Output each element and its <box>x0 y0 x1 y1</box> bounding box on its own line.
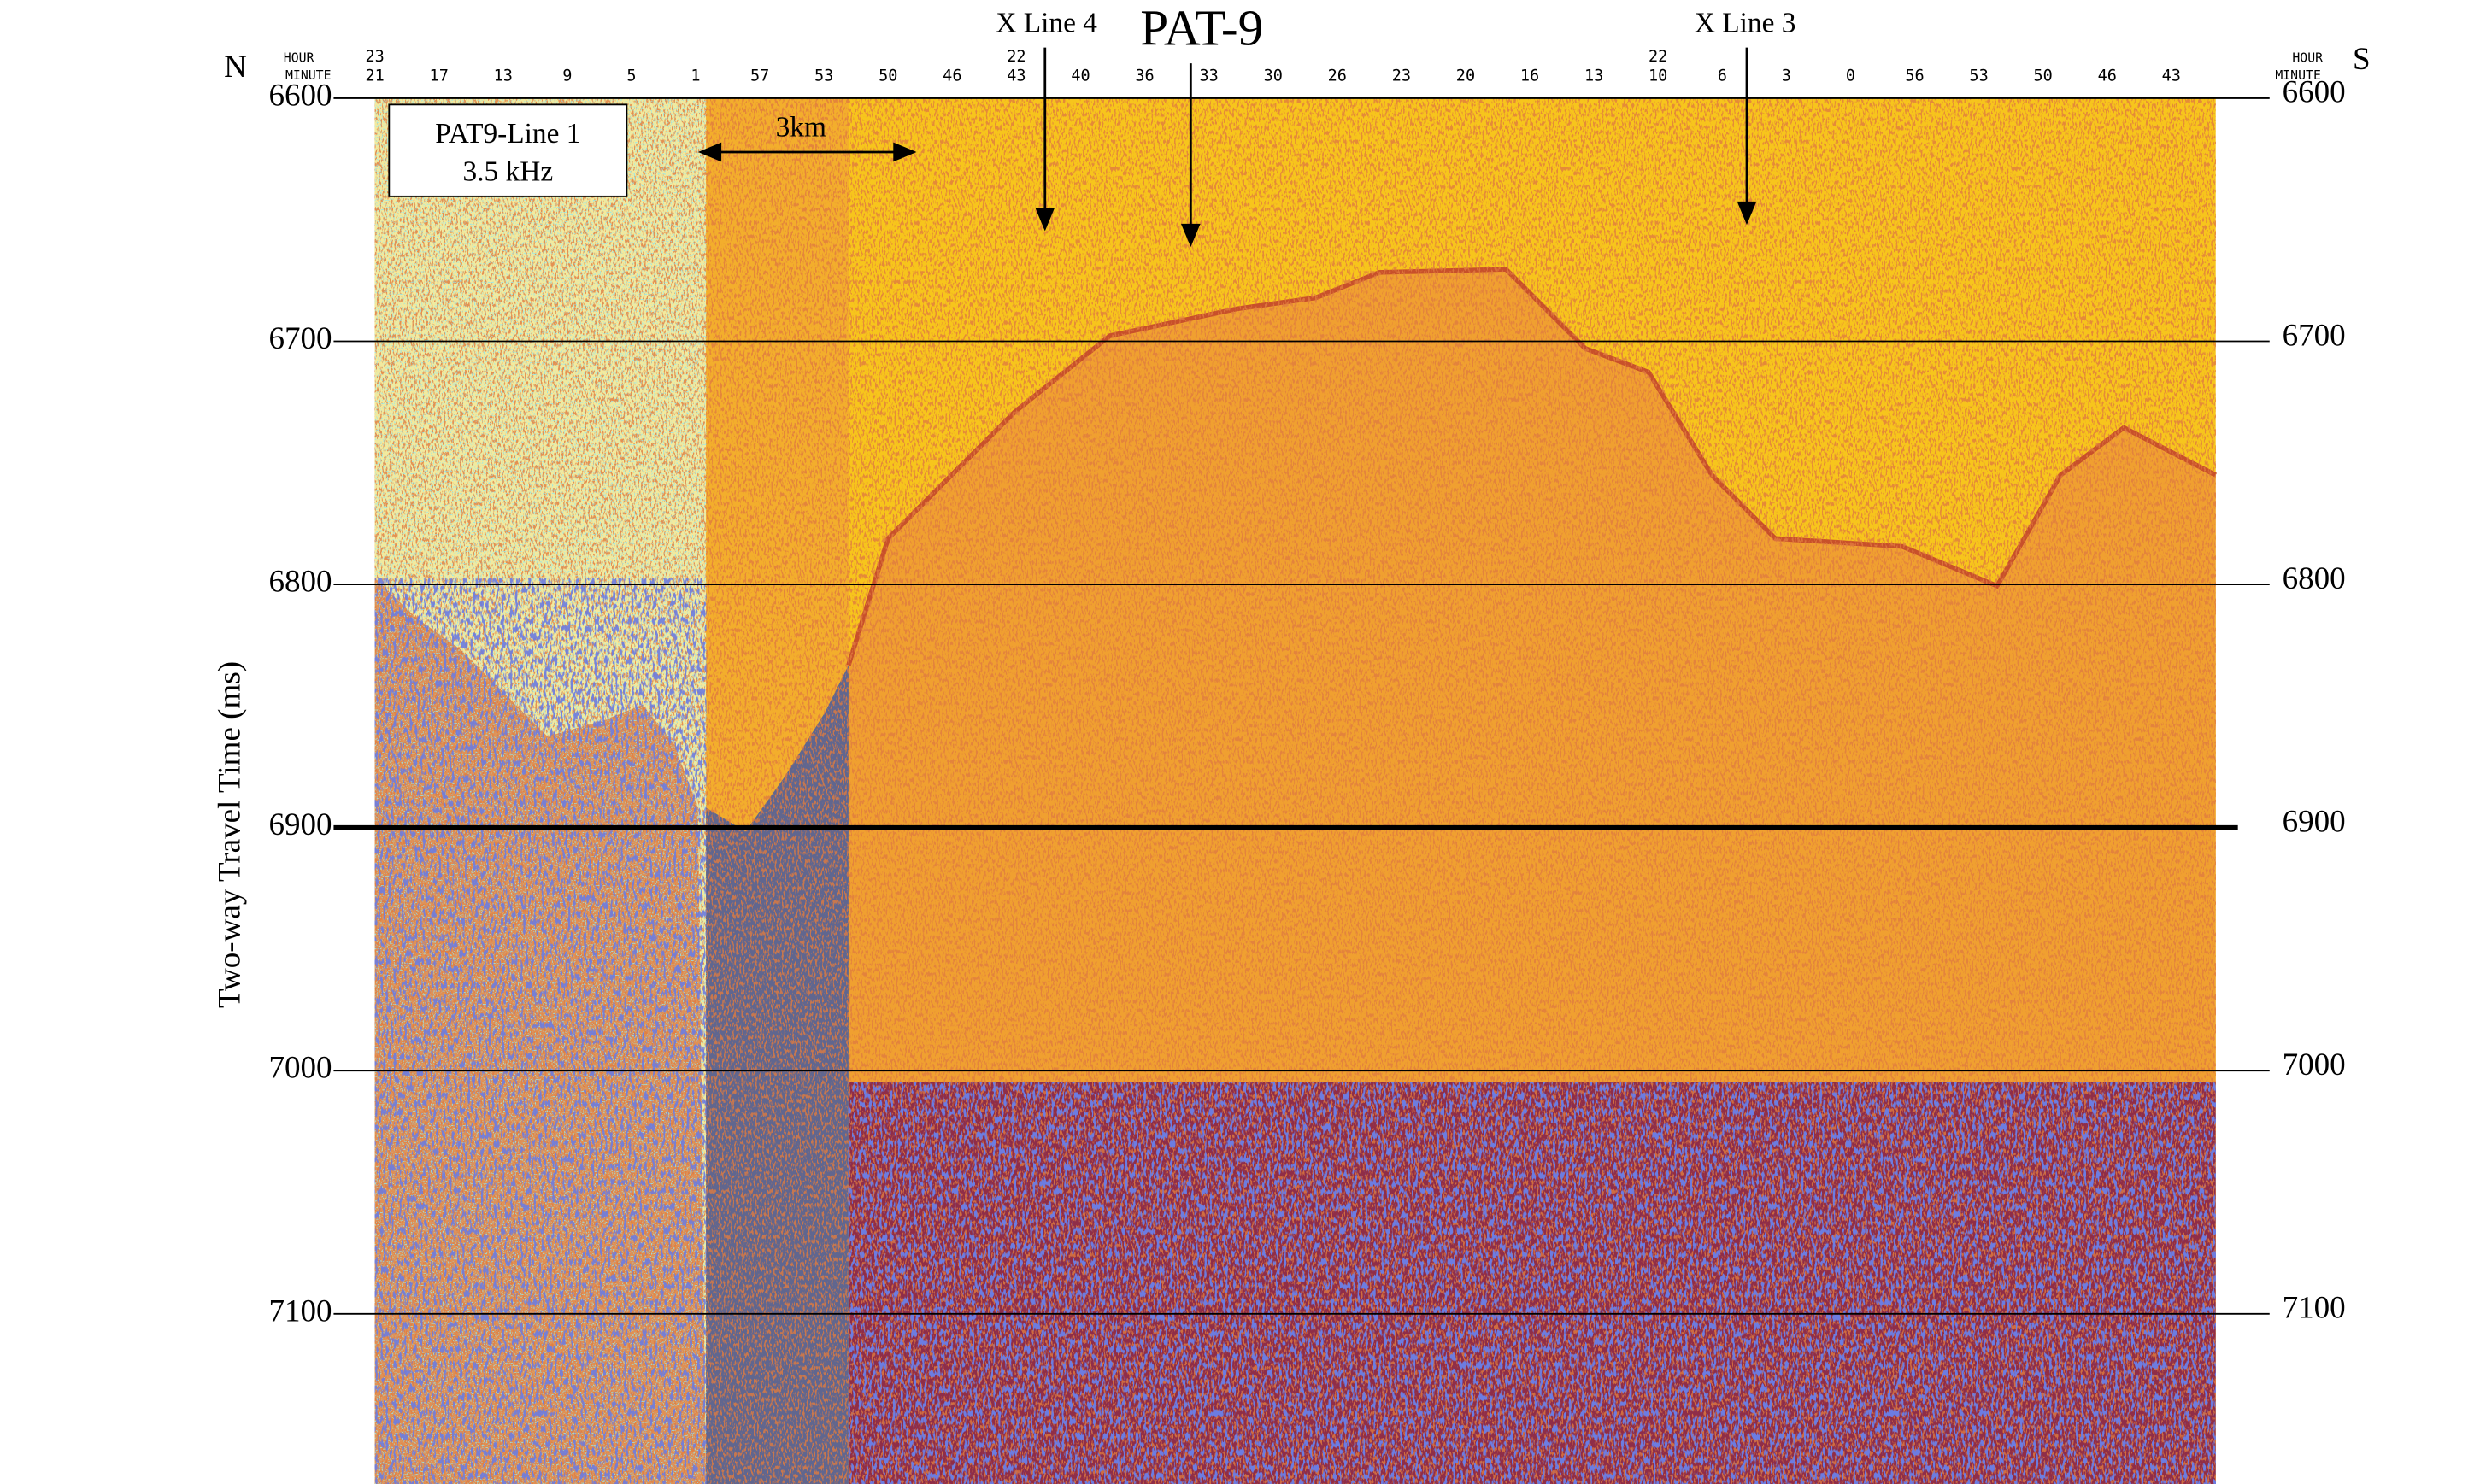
minute-label: 46 <box>2098 67 2117 85</box>
minute-label: 0 <box>1846 67 1855 85</box>
arrow-head <box>1180 223 1201 248</box>
minute-label: 26 <box>1328 67 1347 85</box>
hour-label: 23 <box>365 48 384 66</box>
profile-image <box>374 97 2218 1484</box>
minute-label: 21 <box>365 67 384 85</box>
minute-label: 50 <box>2034 67 2053 85</box>
y-tick-label: 6600 <box>2283 75 2346 110</box>
minute-label: 1 <box>691 67 700 85</box>
north-label: N <box>224 50 247 85</box>
minute-label: 16 <box>1520 67 1539 85</box>
chart-title: PAT-9 <box>1140 0 1263 56</box>
minute-label: 40 <box>1071 67 1090 85</box>
cross-line-label: X Line 4 <box>996 7 1097 38</box>
minute-label: 43 <box>2162 67 2181 85</box>
minute-label: 20 <box>1456 67 1475 85</box>
y-tick-label: 6600 <box>268 78 332 113</box>
minute-label: 30 <box>1264 67 1283 85</box>
minute-label: 53 <box>1969 67 1988 85</box>
minute-label: 46 <box>943 67 961 85</box>
minute-label: 6 <box>1718 67 1727 85</box>
hour-label: 22 <box>1007 48 1026 66</box>
south-label: S <box>2353 42 2371 77</box>
y-tick-label: 6800 <box>268 565 332 600</box>
y-tick-label: 7000 <box>2283 1047 2346 1082</box>
minute-label: 33 <box>1199 67 1218 85</box>
y-tick-label: 7000 <box>268 1051 332 1086</box>
minute-label: 23 <box>1392 67 1411 85</box>
label-box <box>388 103 628 197</box>
minute-label: 43 <box>1007 67 1026 85</box>
minute-label: 36 <box>1135 67 1154 85</box>
scale-bar <box>697 142 917 162</box>
minute-label: 13 <box>1584 67 1603 85</box>
minute-label: 10 <box>1649 67 1667 85</box>
y-tick-label: 7100 <box>268 1293 332 1329</box>
line-name: PAT9-Line 1 <box>435 118 580 150</box>
arrow-head <box>1737 201 1757 226</box>
hour-axis-name: HOUR <box>2292 51 2323 66</box>
y-tick-label: 6700 <box>268 321 332 356</box>
y-axis-title: Two-way Travel Time (ms) <box>212 661 247 1008</box>
minute-label: 50 <box>879 67 897 85</box>
minute-label: 53 <box>814 67 833 85</box>
blue-streaks <box>374 578 707 1484</box>
frequency: 3.5 kHz <box>463 156 554 188</box>
y-tick-label: 6800 <box>2283 561 2346 596</box>
scale-label: 3km <box>776 112 826 144</box>
blue-noise <box>848 1082 2216 1484</box>
minute-axis-name: MINUTE <box>2275 68 2321 83</box>
minute-label: 57 <box>750 67 769 85</box>
scale-heads <box>697 142 917 162</box>
minute-label: 3 <box>1782 67 1791 85</box>
minute-axis-name: MINUTE <box>285 68 332 83</box>
cross-line-label: X Line 3 <box>1695 7 1796 38</box>
arrow-head <box>1035 208 1055 232</box>
minute-label: 5 <box>626 67 636 85</box>
hour-label: 22 <box>1649 48 1667 66</box>
y-tick-label: 6900 <box>2283 804 2346 839</box>
cross-line-arrows <box>1035 47 1757 248</box>
minute-label: 13 <box>494 67 513 85</box>
hour-axis-name: HOUR <box>284 51 314 66</box>
y-tick-label: 6900 <box>268 807 332 842</box>
minute-label: 9 <box>562 67 572 85</box>
minute-label: 56 <box>1905 67 1924 85</box>
y-tick-label: 7100 <box>2283 1291 2346 1326</box>
annotation-box: PAT9-Line 1 3.5 kHz <box>388 103 628 197</box>
minute-label: 17 <box>430 67 449 85</box>
y-tick-label: 6700 <box>2283 318 2346 353</box>
